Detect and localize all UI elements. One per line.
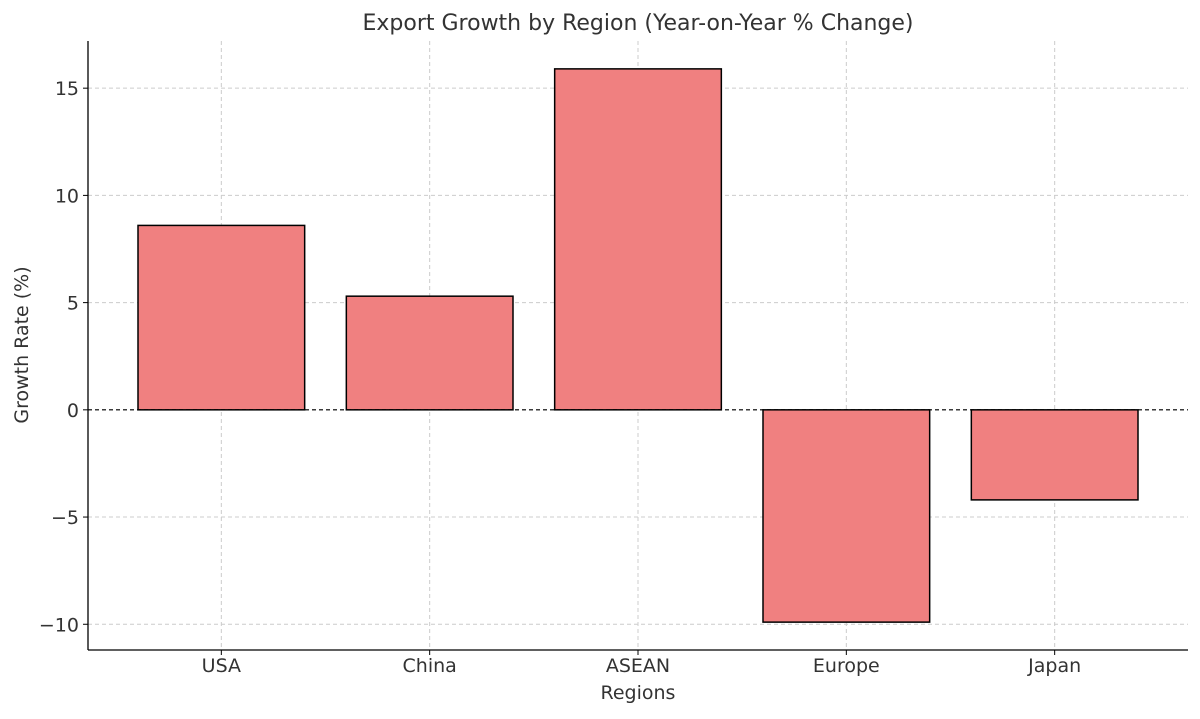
- y-tick-label: −10: [39, 614, 79, 636]
- bar-europe: [762, 409, 931, 623]
- bar-japan: [970, 409, 1139, 501]
- y-tick-label: 5: [67, 293, 79, 315]
- x-axis-label: Regions: [601, 682, 676, 704]
- y-tick-label: −5: [51, 507, 79, 529]
- bars: [137, 68, 1139, 623]
- axes: [83, 41, 1188, 655]
- x-tick-label: ASEAN: [606, 655, 670, 677]
- tick-labels: −10 −5 0 5 10 15 USA China ASEAN Europe Japan: [39, 78, 1081, 677]
- y-tick-label: 10: [55, 185, 79, 207]
- y-axis-label: Growth Rate (%): [11, 266, 33, 423]
- x-tick-label: Japan: [1027, 655, 1081, 677]
- bar-china: [345, 295, 514, 411]
- y-tick-label: 15: [55, 78, 79, 100]
- bar-asean: [553, 68, 723, 411]
- x-tick-label: Europe: [813, 655, 880, 677]
- x-tick-label: China: [403, 655, 457, 677]
- x-tick-label: USA: [202, 655, 241, 677]
- bar-usa: [137, 224, 306, 411]
- chart-title: Export Growth by Region (Year-on-Year % …: [362, 11, 913, 36]
- y-tick-label: 0: [67, 400, 79, 422]
